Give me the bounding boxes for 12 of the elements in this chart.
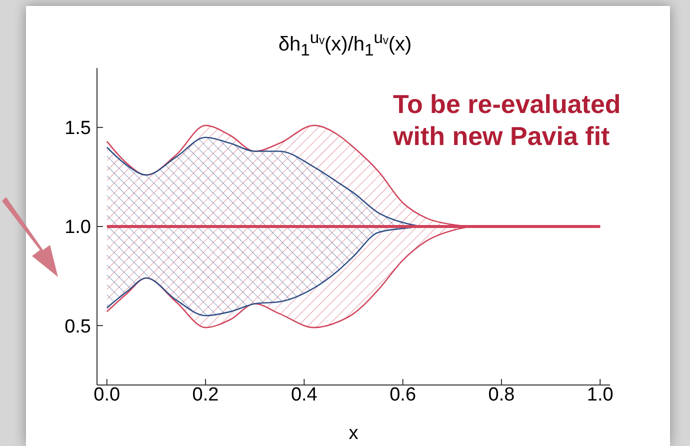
x-tick-label: 0.8 (488, 384, 515, 406)
x-tick-label: 1.0 (586, 384, 614, 406)
y-tick-label: 0.5 (64, 316, 91, 338)
y-tick-label: 1.0 (64, 217, 91, 238)
x-tick-label: 0.2 (192, 384, 219, 406)
x-axis-title: x (348, 423, 359, 444)
x-tick-label: 0.4 (290, 384, 318, 406)
x-tick-label: 0.0 (94, 384, 120, 406)
chart-title: δh$_{1}$$^{uᵥ}$(x)/h$_{1}$$^{uᵥ}$(x) (277, 28, 413, 61)
annotation: To be re-evaluated with new Pavia fit (393, 88, 622, 152)
x-tick-label: 0.6 (390, 384, 416, 406)
y-tick-label: 1.5 (64, 118, 91, 140)
